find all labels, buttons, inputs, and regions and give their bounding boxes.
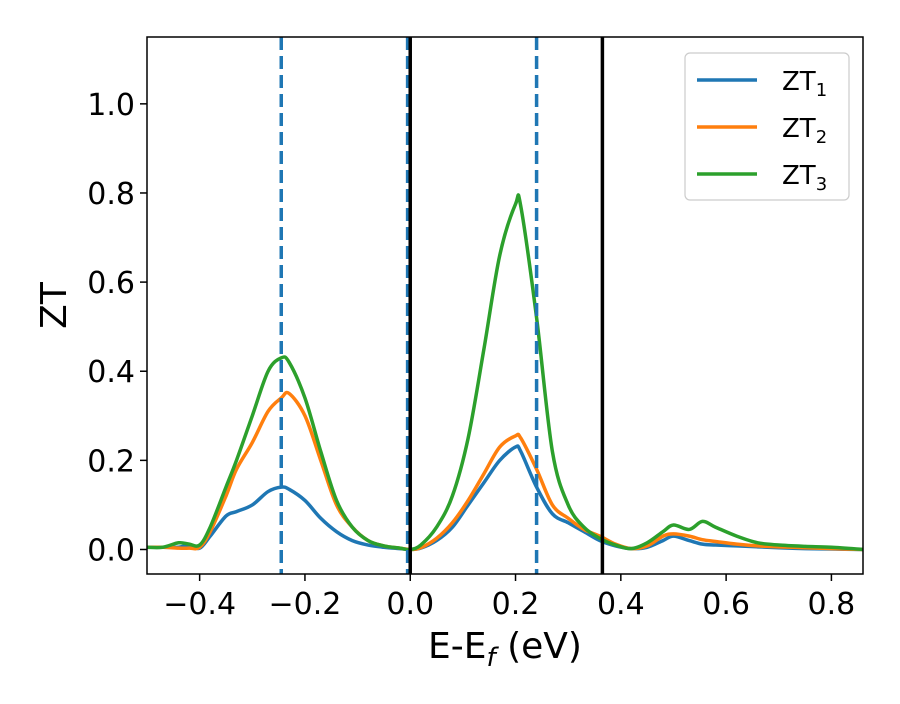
x-tick-label: 0.4 (597, 587, 645, 622)
series-line-zt1 (147, 444, 863, 552)
x-tick-label: 0.0 (386, 587, 434, 622)
legend-box (684, 52, 850, 201)
y-tick-label: 0.4 (87, 355, 135, 390)
y-tick-label: 0.0 (87, 533, 135, 568)
legend-label-zt2: ZT2 (782, 114, 827, 148)
x-tick-label: −0.4 (163, 587, 236, 622)
legend-label-zt3: ZT3 (782, 161, 827, 195)
series-line-zt2 (147, 390, 863, 552)
y-axis-label: ZT (34, 281, 75, 329)
y-tick-label: 0.2 (87, 444, 135, 479)
x-axis-label-unit: (eV) (496, 626, 582, 667)
legend: ZT1 ZT2 ZT3 (684, 52, 850, 201)
y-tick-label: 0.8 (87, 177, 135, 212)
y-axis-ticks: 0.0 0.2 0.4 0.6 0.8 1.0 (87, 88, 147, 568)
series-lines (147, 193, 863, 552)
x-axis-label: E-Ef (eV) (428, 626, 582, 673)
legend-label-zt1: ZT1 (782, 67, 827, 101)
x-tick-label: 0.6 (702, 587, 750, 622)
reference-lines (279, 37, 605, 574)
plot-frame (146, 36, 864, 575)
x-tick-label: −0.2 (269, 587, 342, 622)
y-tick-label: 0.6 (87, 266, 135, 301)
y-tick-label: 1.0 (87, 88, 135, 123)
series-line-zt3 (147, 193, 863, 552)
x-axis-ticks: −0.4 −0.2 0.0 0.2 0.4 0.6 0.8 (163, 574, 855, 622)
x-tick-label: 0.2 (492, 587, 540, 622)
x-tick-label: 0.8 (808, 587, 856, 622)
